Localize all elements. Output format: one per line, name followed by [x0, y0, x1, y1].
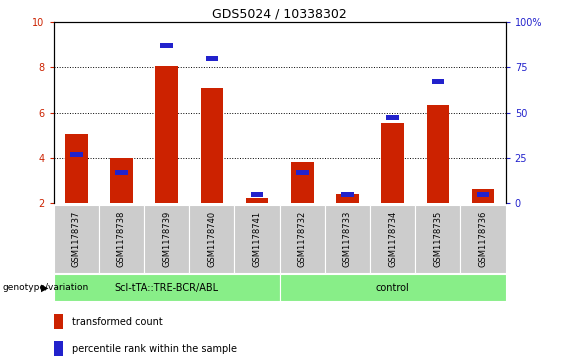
- Text: GSM1178733: GSM1178733: [343, 211, 352, 267]
- Title: GDS5024 / 10338302: GDS5024 / 10338302: [212, 8, 347, 21]
- Bar: [160, 43, 173, 48]
- FancyBboxPatch shape: [370, 205, 415, 273]
- Bar: [110, 158, 133, 203]
- FancyBboxPatch shape: [144, 205, 189, 273]
- Bar: [251, 192, 263, 197]
- Text: GSM1178732: GSM1178732: [298, 211, 307, 267]
- Bar: [477, 192, 489, 197]
- Bar: [381, 123, 404, 203]
- Text: genotype/variation: genotype/variation: [3, 283, 89, 292]
- Bar: [427, 105, 449, 203]
- Bar: [291, 162, 314, 203]
- Text: transformed count: transformed count: [72, 317, 162, 327]
- Text: ▶: ▶: [41, 283, 48, 293]
- Text: percentile rank within the sample: percentile rank within the sample: [72, 344, 237, 354]
- FancyBboxPatch shape: [280, 205, 325, 273]
- FancyBboxPatch shape: [54, 205, 99, 273]
- Bar: [155, 66, 178, 203]
- Bar: [65, 134, 88, 203]
- Text: GSM1178741: GSM1178741: [253, 211, 262, 267]
- FancyBboxPatch shape: [189, 205, 234, 273]
- Bar: [296, 170, 308, 175]
- Bar: [341, 192, 354, 197]
- Text: GSM1178737: GSM1178737: [72, 211, 81, 267]
- Text: GSM1178734: GSM1178734: [388, 211, 397, 267]
- Text: GSM1178735: GSM1178735: [433, 211, 442, 267]
- FancyBboxPatch shape: [460, 205, 506, 273]
- FancyBboxPatch shape: [325, 205, 370, 273]
- Bar: [432, 79, 444, 84]
- Text: GSM1178738: GSM1178738: [117, 211, 126, 267]
- Bar: [336, 194, 359, 203]
- Bar: [54, 341, 63, 356]
- Text: control: control: [376, 283, 410, 293]
- Bar: [115, 170, 128, 175]
- FancyBboxPatch shape: [99, 205, 144, 273]
- Text: GSM1178739: GSM1178739: [162, 211, 171, 267]
- Bar: [386, 115, 399, 121]
- FancyBboxPatch shape: [280, 274, 506, 301]
- Text: Scl-tTA::TRE-BCR/ABL: Scl-tTA::TRE-BCR/ABL: [115, 283, 219, 293]
- Text: GSM1178736: GSM1178736: [479, 211, 488, 267]
- Bar: [246, 198, 268, 203]
- Bar: [472, 189, 494, 203]
- Bar: [70, 152, 82, 157]
- FancyBboxPatch shape: [54, 274, 280, 301]
- Bar: [201, 87, 223, 203]
- FancyBboxPatch shape: [415, 205, 460, 273]
- Bar: [206, 56, 218, 61]
- Text: GSM1178740: GSM1178740: [207, 211, 216, 267]
- Bar: [54, 314, 63, 329]
- FancyBboxPatch shape: [234, 205, 280, 273]
